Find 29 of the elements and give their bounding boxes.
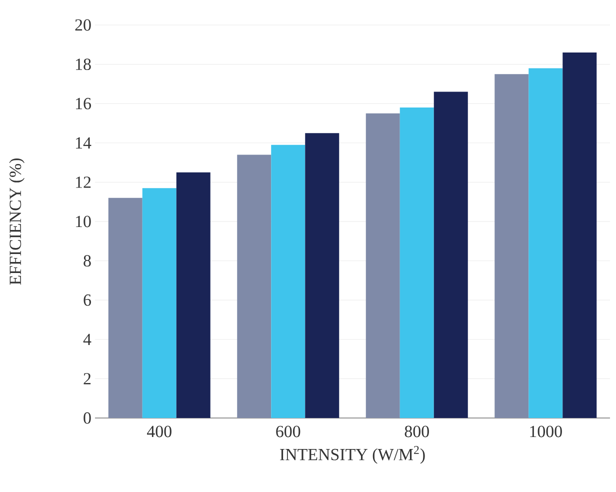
- y-tick-label: 4: [83, 334, 92, 345]
- y-tick-label: 10: [76, 216, 91, 228]
- y-tick-label: 20: [75, 19, 91, 31]
- y-tick-label: 16: [76, 98, 91, 110]
- y-tick-label: 6: [84, 294, 91, 306]
- bar: [305, 133, 340, 418]
- y-tick-label: 2: [84, 373, 91, 384]
- bar: [494, 74, 529, 418]
- y-tick-label: 18: [76, 58, 91, 70]
- bar: [400, 108, 434, 418]
- x-tick-label: 400: [147, 426, 172, 438]
- bar: [271, 144, 306, 418]
- bar: [108, 198, 142, 418]
- bar: [237, 154, 272, 418]
- y-tick-label: 14: [76, 137, 92, 148]
- x-tick-label: 1000: [530, 426, 562, 438]
- y-tick-label: 0: [84, 412, 91, 424]
- bar: [434, 92, 468, 418]
- x-axis-title: INTENSITY (W/M$^{2}$): [280, 446, 425, 464]
- bar: [142, 188, 176, 418]
- x-tick-label: 800: [404, 426, 429, 438]
- y-tick-label: 12: [76, 176, 91, 188]
- x-tick-label: 600: [276, 426, 300, 438]
- y-tick-label: 8: [84, 255, 91, 267]
- bar: [562, 52, 597, 418]
- y-axis-title: EFFICIENCY (%): [9, 158, 25, 285]
- bar: [176, 172, 210, 418]
- bar: [528, 68, 563, 418]
- bar: [366, 113, 400, 418]
